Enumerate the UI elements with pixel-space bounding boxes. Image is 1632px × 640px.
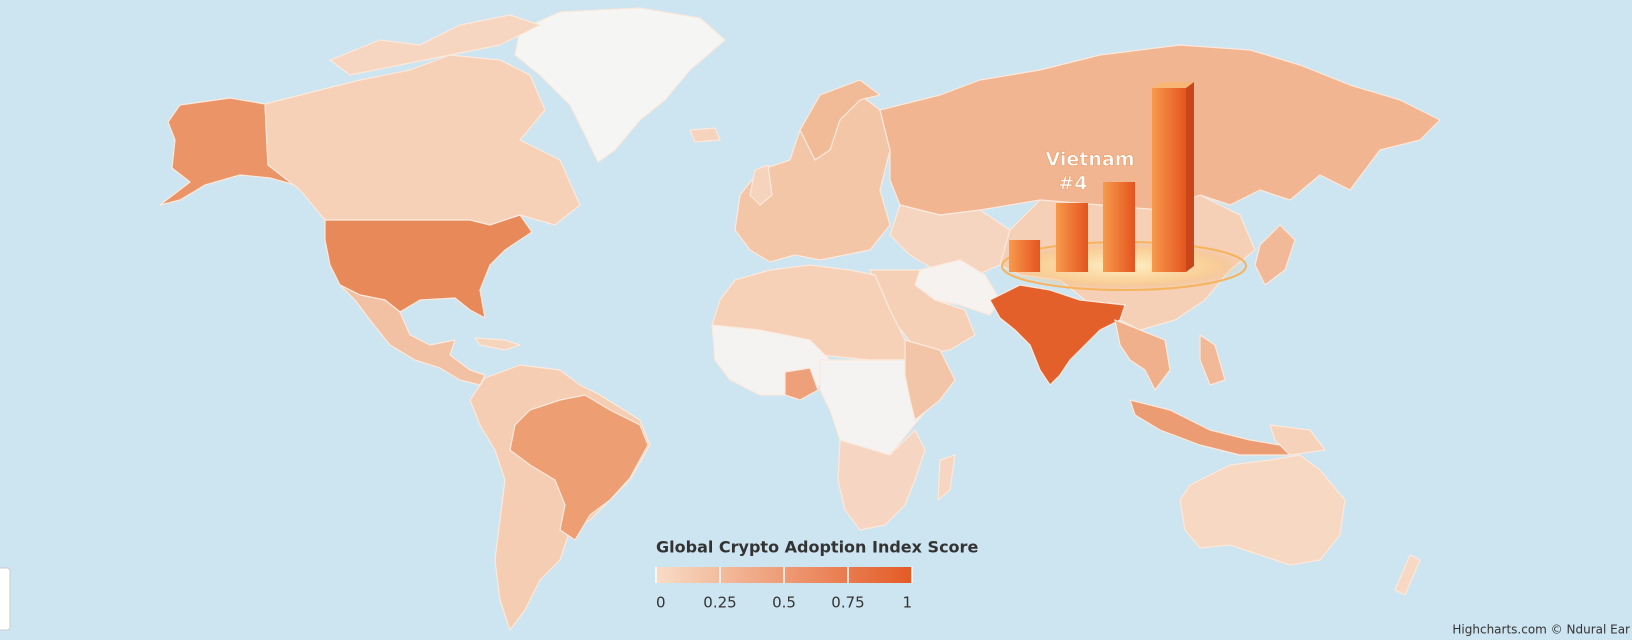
icon-bar [1152, 88, 1186, 272]
central-asia [889, 204, 1011, 281]
new-zealand [1394, 554, 1421, 596]
credits: Highcharts.com © Ndural Ear [1452, 623, 1630, 637]
uk [749, 164, 773, 206]
arctic-islands [329, 14, 541, 76]
legend-tick-label: 0.25 [703, 594, 736, 612]
philippines [1199, 334, 1226, 386]
brazil [509, 394, 649, 541]
southeast-asia [1114, 319, 1171, 391]
greenland [514, 7, 726, 163]
annotation-country: Vietnam [1046, 149, 1135, 171]
icon-bar [1009, 240, 1040, 272]
scandinavia [799, 79, 881, 161]
highlight-graphic [1001, 82, 1247, 291]
legend-tick-label: 0.5 [772, 594, 796, 612]
legend-tick-label: 1 [902, 594, 912, 612]
nigeria [784, 367, 819, 401]
india [989, 284, 1126, 386]
mexico [339, 284, 486, 386]
southern-africa [837, 429, 926, 531]
new-guinea [1269, 424, 1326, 456]
icon-bar-top [1152, 82, 1194, 88]
legend: Global Crypto Adoption Index Score 0 0.25… [655, 538, 978, 612]
east-africa [904, 339, 956, 421]
japan-korea [1254, 224, 1296, 286]
iceland [689, 127, 721, 143]
annotation-rank: #4 [1058, 173, 1087, 195]
madagascar [937, 454, 956, 501]
caribbean [474, 337, 521, 351]
legend-tick-label: 0 [656, 594, 666, 612]
legend-tick-label: 0.75 [831, 594, 864, 612]
icon-bar [1103, 182, 1135, 272]
side-control[interactable] [0, 567, 11, 631]
legend-title: Global Crypto Adoption Index Score [656, 538, 978, 557]
icon-bar-side [1186, 82, 1194, 272]
australia [1179, 454, 1346, 566]
europe [734, 94, 891, 263]
icon-bar [1056, 203, 1088, 272]
